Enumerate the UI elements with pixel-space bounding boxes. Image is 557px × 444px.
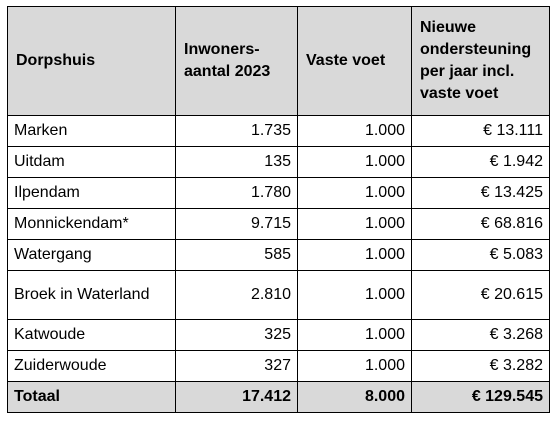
table-row: Zuiderwoude 327 1.000 € 3.282	[7, 350, 550, 382]
cell-dorpshuis: Broek in Waterland	[7, 270, 176, 320]
cell-ondersteuning: € 5.083	[411, 239, 550, 271]
total-inwoners: 17.412	[175, 381, 298, 413]
cell-inwoners: 327	[175, 350, 298, 382]
cell-ondersteuning: € 13.111	[411, 115, 550, 147]
table-footer: Totaal 17.412 8.000 € 129.545	[7, 381, 550, 413]
header-vaste-voet: Vaste voet	[297, 6, 412, 116]
cell-inwoners: 2.810	[175, 270, 298, 320]
cell-inwoners: 325	[175, 319, 298, 351]
cell-ondersteuning: € 3.268	[411, 319, 550, 351]
cell-vaste-voet: 1.000	[297, 208, 412, 240]
header-ondersteuning: Nieuwe ondersteuning per jaar incl. vast…	[411, 6, 550, 116]
table-row: Marken 1.735 1.000 € 13.111	[7, 115, 550, 147]
cell-dorpshuis: Uitdam	[7, 146, 176, 178]
table-row: Katwoude 325 1.000 € 3.268	[7, 319, 550, 351]
table-row: Monnickendam* 9.715 1.000 € 68.816	[7, 208, 550, 240]
cell-vaste-voet: 1.000	[297, 177, 412, 209]
cell-vaste-voet: 1.000	[297, 270, 412, 320]
cell-ondersteuning: € 20.615	[411, 270, 550, 320]
header-inwoners: Inwoners-aantal 2023	[175, 6, 298, 116]
cell-ondersteuning: € 1.942	[411, 146, 550, 178]
cell-vaste-voet: 1.000	[297, 146, 412, 178]
cell-vaste-voet: 1.000	[297, 319, 412, 351]
total-ondersteuning: € 129.545	[411, 381, 550, 413]
cell-dorpshuis: Zuiderwoude	[7, 350, 176, 382]
table-body: Marken 1.735 1.000 € 13.111 Uitdam 135 1…	[7, 115, 550, 382]
cell-dorpshuis: Marken	[7, 115, 176, 147]
cell-ondersteuning: € 13.425	[411, 177, 550, 209]
cell-vaste-voet: 1.000	[297, 239, 412, 271]
table-row: Watergang 585 1.000 € 5.083	[7, 239, 550, 271]
table-header: Dorpshuis Inwoners-aantal 2023 Vaste voe…	[7, 6, 550, 116]
cell-inwoners: 9.715	[175, 208, 298, 240]
support-table: Dorpshuis Inwoners-aantal 2023 Vaste voe…	[7, 6, 550, 413]
cell-vaste-voet: 1.000	[297, 350, 412, 382]
cell-dorpshuis: Watergang	[7, 239, 176, 271]
cell-inwoners: 1.735	[175, 115, 298, 147]
cell-dorpshuis: Katwoude	[7, 319, 176, 351]
total-label: Totaal	[7, 381, 176, 413]
cell-inwoners: 585	[175, 239, 298, 271]
header-row: Dorpshuis Inwoners-aantal 2023 Vaste voe…	[7, 6, 550, 116]
cell-inwoners: 1.780	[175, 177, 298, 209]
header-dorpshuis: Dorpshuis	[7, 6, 176, 116]
cell-dorpshuis: Ilpendam	[7, 177, 176, 209]
table-row: Broek in Waterland 2.810 1.000 € 20.615	[7, 270, 550, 320]
cell-inwoners: 135	[175, 146, 298, 178]
cell-dorpshuis-label: Broek in Waterland	[14, 286, 150, 303]
total-row: Totaal 17.412 8.000 € 129.545	[7, 381, 550, 413]
cell-dorpshuis: Monnickendam*	[7, 208, 176, 240]
table-row: Ilpendam 1.780 1.000 € 13.425	[7, 177, 550, 209]
total-vaste-voet: 8.000	[297, 381, 412, 413]
cell-vaste-voet: 1.000	[297, 115, 412, 147]
cell-ondersteuning: € 68.816	[411, 208, 550, 240]
cell-ondersteuning: € 3.282	[411, 350, 550, 382]
table-row: Uitdam 135 1.000 € 1.942	[7, 146, 550, 178]
